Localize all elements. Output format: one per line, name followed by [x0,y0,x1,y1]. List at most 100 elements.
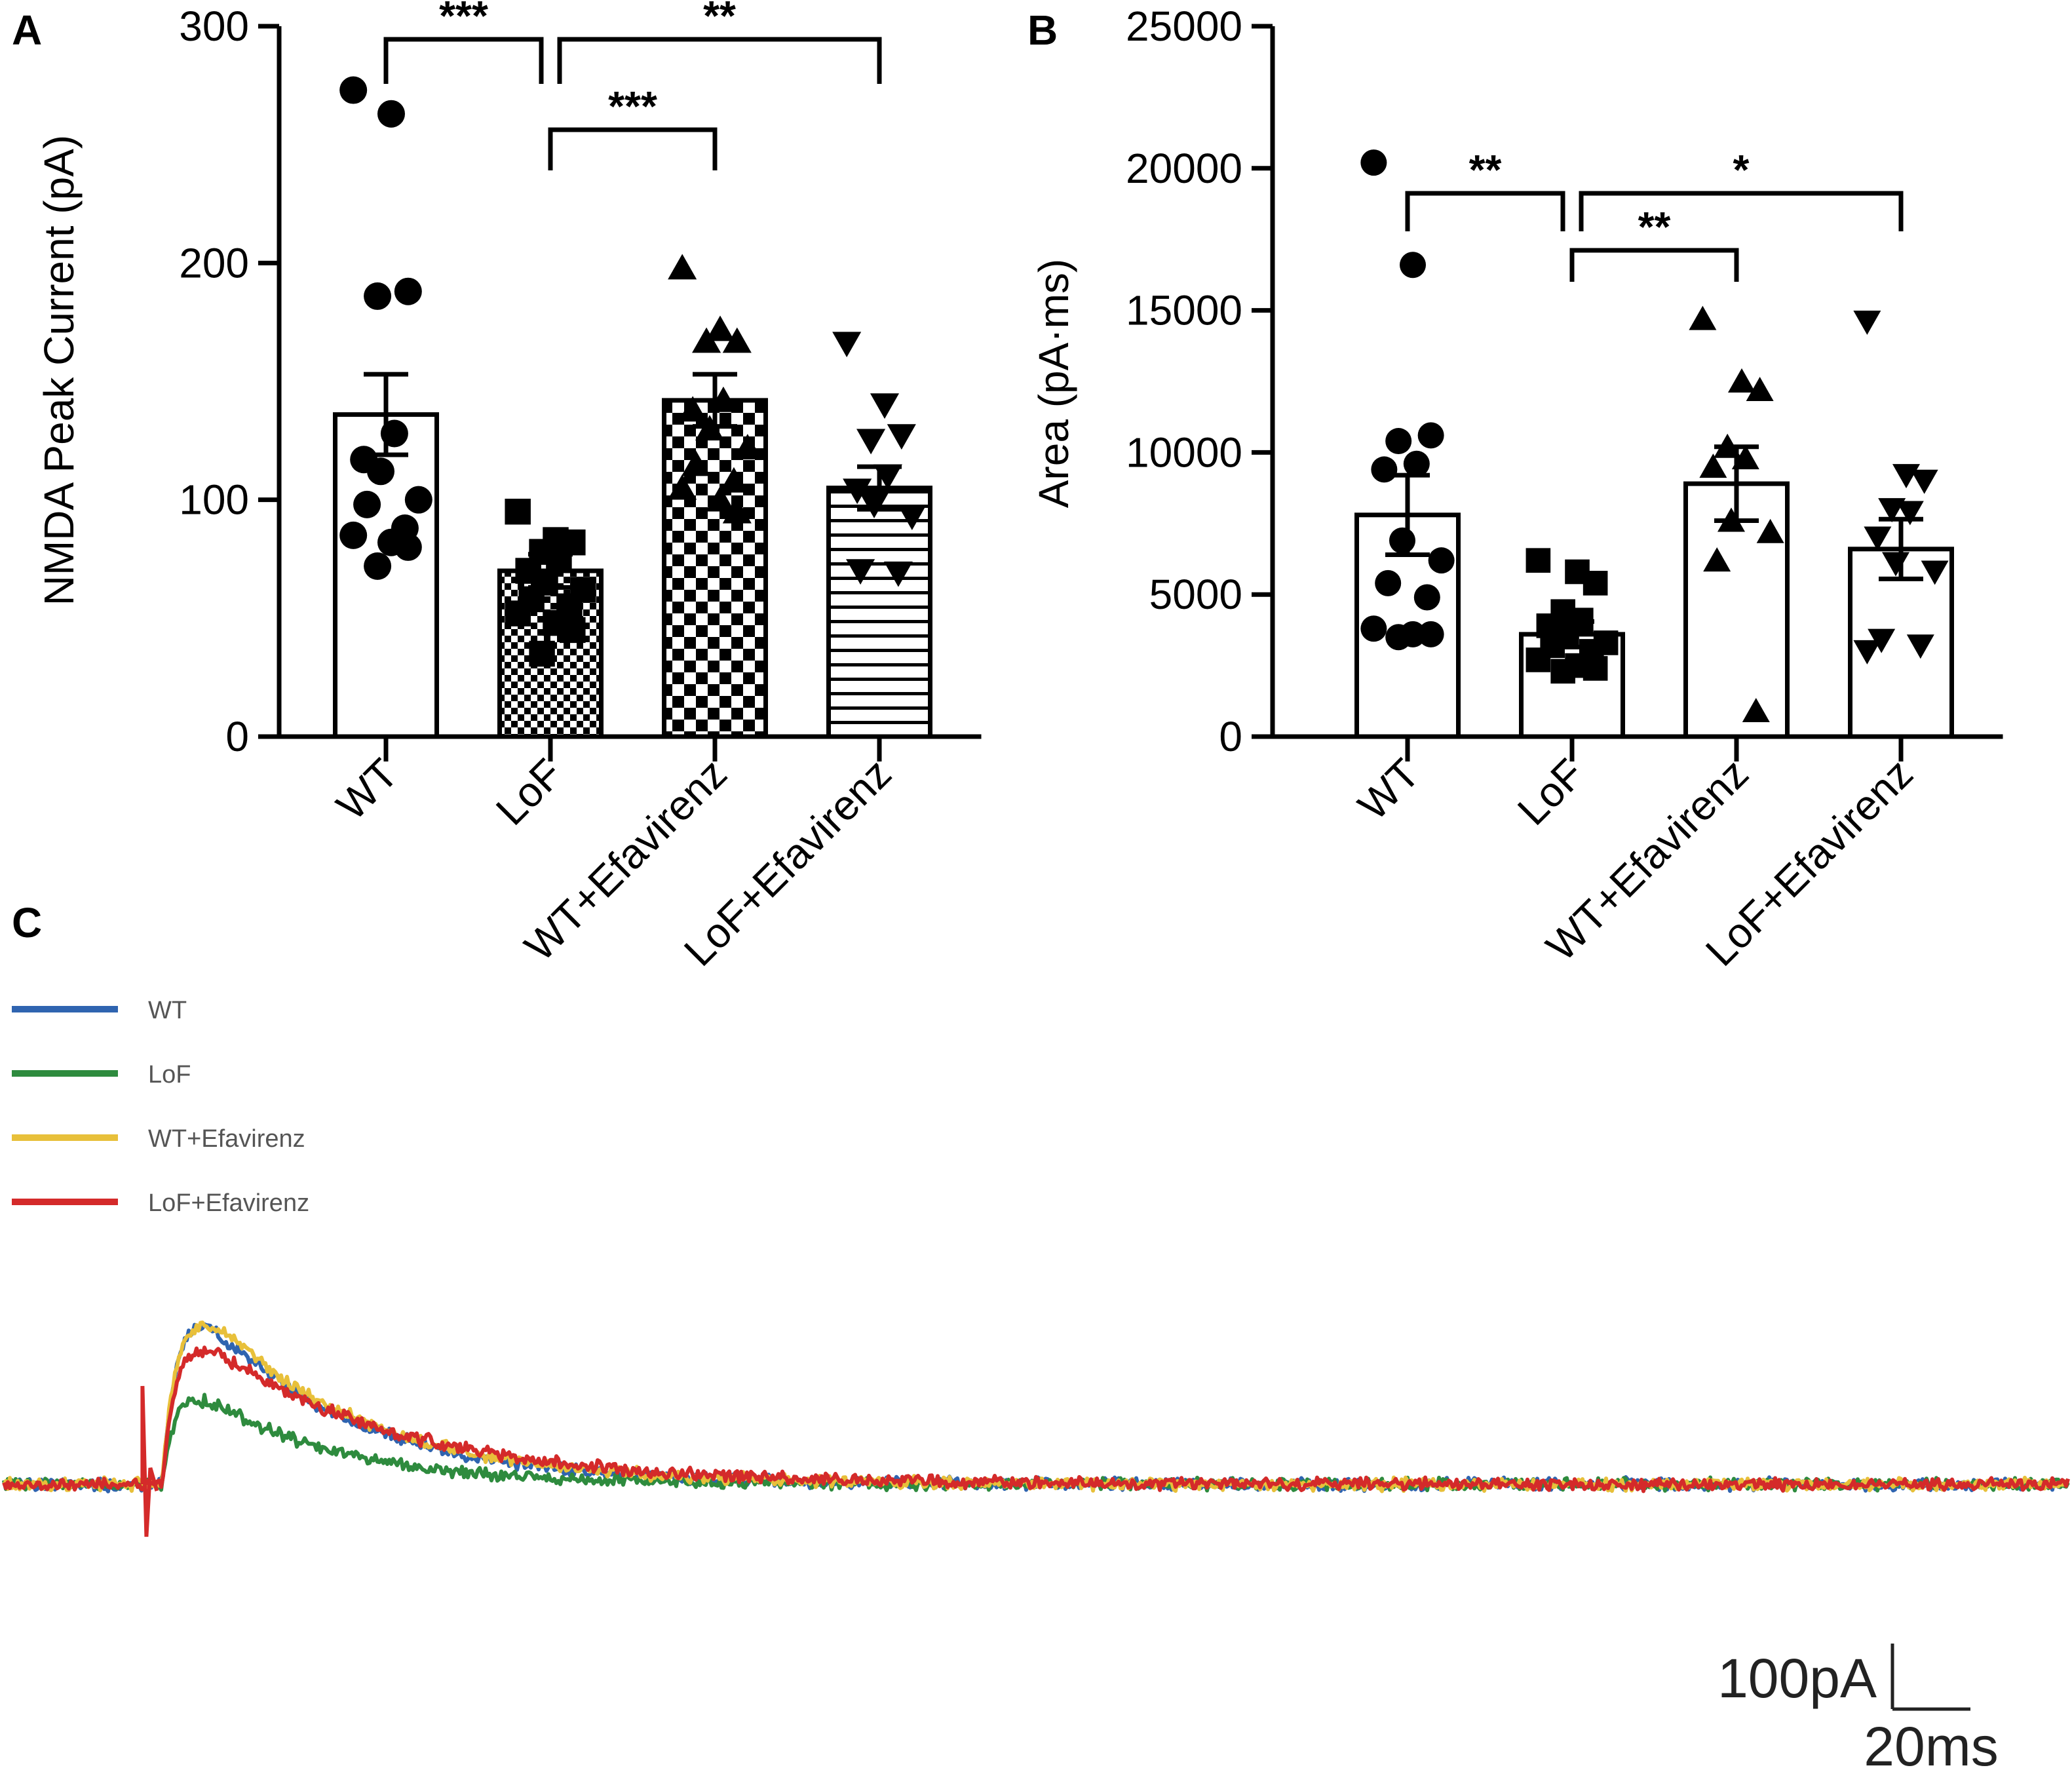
chart-a-point-lof-efavirenz-7 [897,505,927,530]
chart-b-point-wt-13 [1385,624,1412,651]
chart-a-point-wt-3 [364,282,392,310]
chart-a-y-tick-label-100: 100 [179,476,249,524]
chart-b-ylabel: Area (pA·ms) [1030,259,1077,509]
chart-b-y-tick-label-0: 0 [1219,713,1242,760]
legend-label-wt-efavirenz: WT+Efavirenz [148,1125,305,1153]
chart-a-point-wt-13 [364,552,392,580]
chart-b-point-lof-efavirenz-10 [1853,640,1881,664]
chart-a-point-wt-12 [394,533,422,561]
chart-b-y-tick-label-5000: 5000 [1149,571,1242,618]
chart-a-point-wt-efavirenz-1 [705,315,735,341]
chart-b-point-wt-efavirenz-5 [1699,453,1727,478]
chart-a-point-wt-efavirenz-2 [722,327,752,353]
chart-b-y-tick-label-25000: 25000 [1126,3,1242,50]
chart-b-sig-bracket-2 [1569,248,1739,282]
scale-bar-y-label: 100pA [1717,1647,1877,1709]
chart-a-bar-lof-efavirenz [826,486,932,739]
chart-b-point-lof-10 [1525,647,1551,672]
chart-b-point-wt-3 [1385,428,1412,455]
chart-a-sig-bracket-2 [548,127,718,170]
chart-a-x-tick-label-lof: LoF [487,750,571,834]
chart-b: Area (pA·ms) 0 5000 10000 15000 20000 25000 WT… [1030,3,2003,975]
chart-a-point-wt-efavirenz-10 [668,474,697,500]
chart-a-point-lof-13 [529,640,555,667]
chart-a-point-lof-efavirenz-0 [832,332,862,358]
chart-b-sig-bracket-1 [1579,191,1904,231]
chart-b-point-wt-1 [1400,252,1426,279]
chart-c: WT LoF WT+Efavirenz LoF+Efavirenz 100pA 20ms [2,997,2070,1772]
chart-b-point-lof-2 [1583,571,1608,596]
chart-b-point-lof-efavirenz-5 [1864,526,1892,551]
chart-a-point-wt-efavirenz-9 [719,467,748,493]
chart-b-point-wt-6 [1389,527,1415,554]
chart-a-y-tick-label-200: 200 [179,239,249,286]
chart-b-sig-bracket-0 [1405,191,1565,231]
chart-a-point-wt-8 [353,490,381,518]
panel-label-a: A [12,7,42,54]
chart-a-point-wt-efavirenz-0 [668,254,697,280]
chart-b-point-wt-efavirenz-8 [1703,547,1731,572]
chart-a-point-lof-10 [505,600,531,626]
chart-a-point-wt-efavirenz-11 [705,486,735,512]
scale-bar-x-label: 20ms [1864,1716,1998,1772]
trace-lof-efavirenz [2,1345,2070,1493]
chart-b-point-wt-9 [1413,584,1440,611]
chart-b-point-wt-0 [1360,149,1387,176]
chart-b-y-tick-label-15000: 15000 [1126,287,1242,334]
chart-a-point-wt-efavirenz-3 [692,327,721,353]
chart-a-sig-bracket-0 [383,37,544,84]
chart-b-x-tick-label-lof: LoF [1508,750,1593,834]
chart-b-point-wt-7 [1428,547,1455,574]
chart-b-point-lof-efavirenz-4 [1896,501,1924,526]
chart-a-point-wt-efavirenz-8 [681,450,711,476]
chart-a-sig-label-1: ** [703,0,736,39]
chart-a-point-wt-2 [394,277,422,305]
chart-b-point-wt-efavirenz-7 [1756,518,1784,543]
chart-b-point-lof-13 [1550,659,1575,684]
chart-a-point-wt-7 [404,486,432,514]
chart-a-sig-bracket-1 [557,37,882,84]
chart-a-point-lof-12 [560,617,586,644]
chart-b-point-wt-efavirenz-1 [1728,368,1755,393]
chart-a-sig-label-2: *** [608,83,657,130]
chart-a-point-lof-efavirenz-5 [843,478,872,505]
stimulus-artifact [140,1385,159,1537]
chart-b-point-lof-efavirenz-8 [1868,628,1896,653]
chart-b-y-tick-label-20000: 20000 [1126,145,1242,192]
chart-a-point-lof-efavirenz-2 [887,424,916,450]
chart-b-point-lof-efavirenz-0 [1853,310,1881,335]
chart-b-point-lof-12 [1583,656,1608,681]
chart-b-y-tick-label-10000: 10000 [1126,429,1242,476]
chart-b-sig-label-0: ** [1469,146,1502,193]
chart-a-sig-label-0: *** [439,0,488,39]
chart-b-point-lof-efavirenz-2 [1910,469,1938,494]
panel-label-c: C [12,899,42,946]
chart-b-point-lof-efavirenz-9 [1906,634,1934,659]
chart-a-point-wt-efavirenz-12 [722,497,752,524]
chart-a-point-lof-efavirenz-3 [856,429,886,455]
chart-a-point-wt-efavirenz-5 [678,396,708,422]
chart-b-point-wt-4 [1403,450,1430,477]
chart-a-point-lof-efavirenz-1 [870,393,900,419]
panel-label-b: B [1027,7,1058,54]
chart-b-point-wt-8 [1375,569,1402,596]
chart-a-y-tick-label-300: 300 [179,3,249,50]
chart-a-point-wt-efavirenz-7 [733,434,762,460]
chart-a-point-wt-6 [367,457,394,486]
chart-a-ylabel: NMDA Peak Current (pA) [35,135,83,606]
chart-b-sig-label-1: * [1733,146,1750,193]
legend-label-wt: WT [148,997,187,1024]
chart-b-point-wt-5 [1371,456,1398,483]
chart-b-point-wt-12 [1417,621,1444,647]
chart-a-x-tick-label-wt: WT [328,750,407,829]
legend-label-lof: LoF [148,1061,191,1088]
chart-b-point-wt-10 [1360,615,1387,642]
chart-a-point-wt-0 [339,76,368,104]
chart-b-point-wt-efavirenz-9 [1742,697,1770,722]
chart-b-point-lof-efavirenz-7 [1921,560,1949,585]
chart-b-point-wt-2 [1417,422,1444,449]
chart-a-point-wt-1 [377,100,405,128]
chart-a-point-lof-efavirenz-9 [883,561,913,587]
